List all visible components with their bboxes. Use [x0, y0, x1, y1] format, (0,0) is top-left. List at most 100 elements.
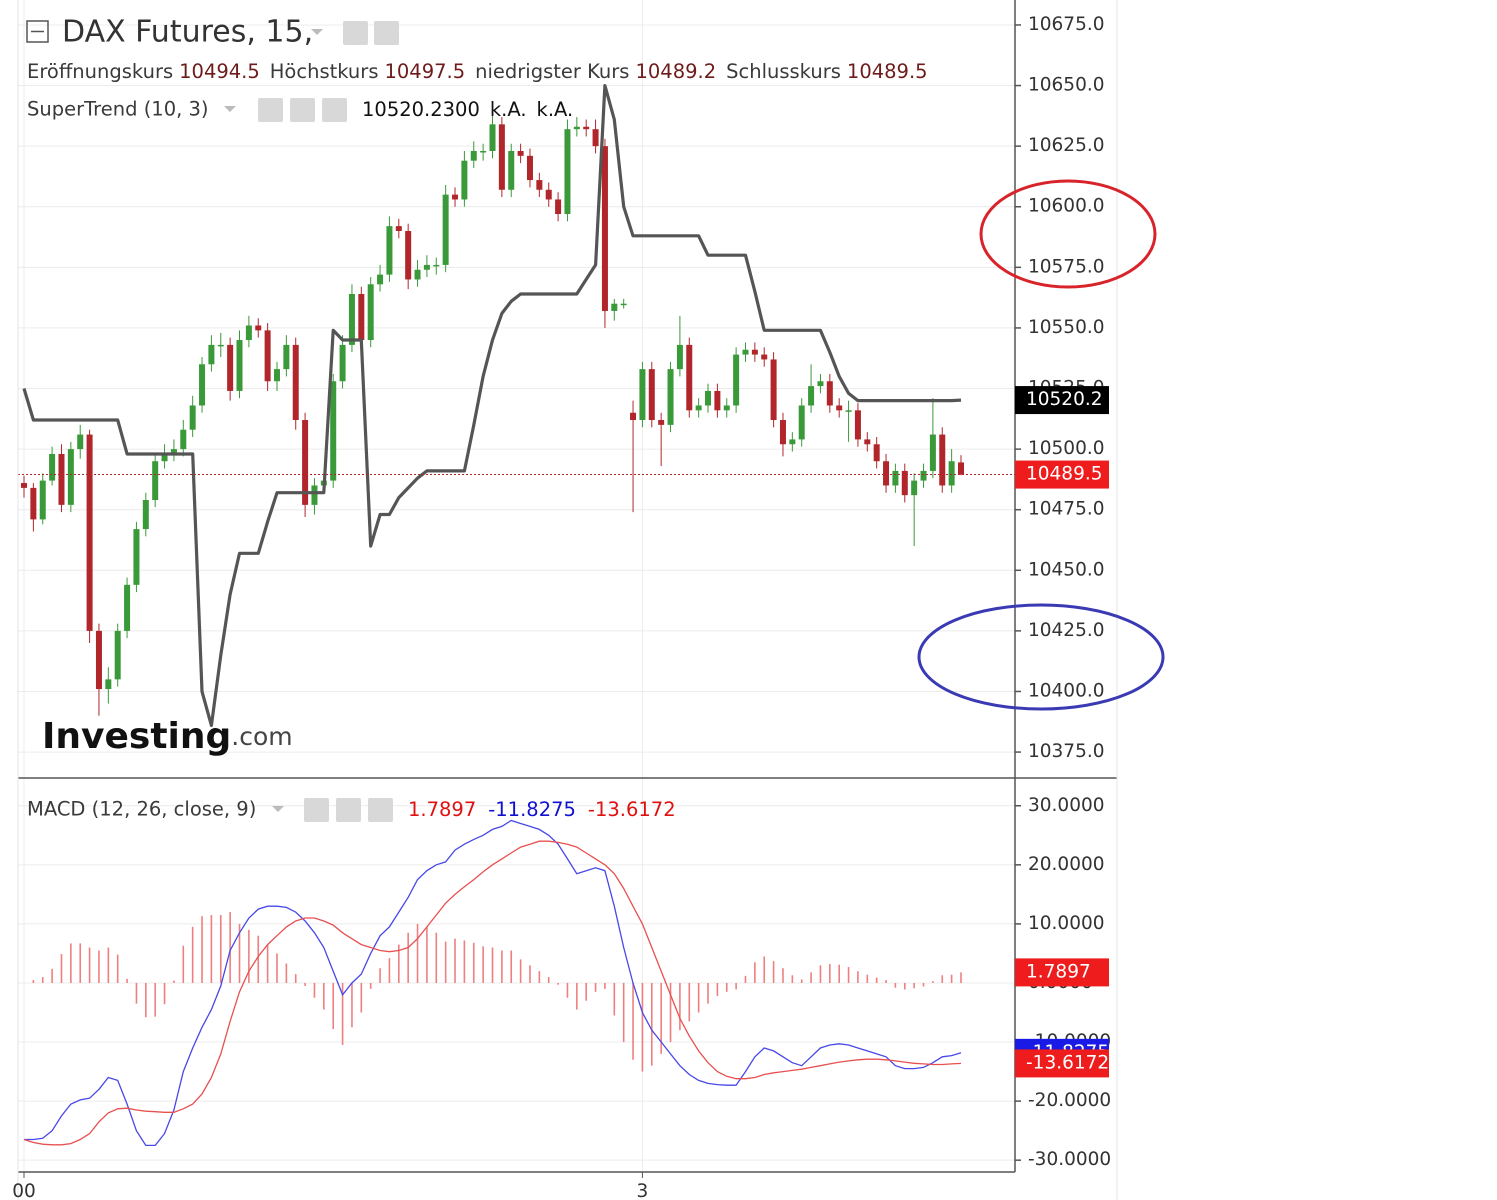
- candle-body: [498, 124, 505, 190]
- macd-value: -11.8275: [488, 798, 576, 821]
- open-label: Eröffnungskurs: [27, 60, 173, 83]
- candle-body: [386, 226, 393, 275]
- dropdown-icon[interactable]: [272, 806, 284, 812]
- visibility-button[interactable]: [304, 798, 329, 822]
- y-tick-label: 20.0000: [1028, 854, 1105, 875]
- candle-body: [189, 405, 196, 430]
- dropdown-icon[interactable]: [224, 106, 236, 112]
- candle-body: [958, 462, 964, 475]
- candle-body: [779, 420, 786, 445]
- y-tick-label: 10475.0: [1028, 499, 1105, 520]
- low-label: niedrigster Kurs: [475, 60, 629, 83]
- candle-body: [564, 129, 571, 215]
- histogram-value: 1.7897: [408, 798, 476, 821]
- watermark-suffix: .com: [231, 722, 292, 751]
- indicator-name: SuperTrend (10, 3): [27, 98, 209, 121]
- candle-body: [49, 453, 56, 481]
- candle-body: [283, 344, 290, 370]
- macd-title: MACD (12, 26, close, 9): [27, 798, 256, 821]
- remove-button[interactable]: [322, 98, 347, 122]
- candle-body: [470, 150, 477, 161]
- y-tick-label: 10625.0: [1028, 135, 1105, 156]
- low-value: 10489.2: [635, 60, 716, 83]
- y-tick-label: -20.0000: [1028, 1090, 1111, 1111]
- candle-body: [508, 150, 515, 190]
- settings-button[interactable]: [336, 798, 361, 822]
- candle-body: [592, 129, 599, 147]
- candle-body: [892, 470, 899, 486]
- candle-body: [658, 420, 665, 425]
- macd-values: 1.7897 -11.8275 -13.6172: [408, 798, 676, 821]
- red-annotation: [979, 179, 1157, 289]
- candle-body: [845, 410, 852, 412]
- close-value: 10489.5: [847, 60, 928, 83]
- candle-body: [442, 194, 449, 265]
- blue-annotation: [917, 603, 1165, 711]
- candle-body: [199, 364, 206, 406]
- candle-body: [330, 381, 337, 481]
- macd-line: [24, 819, 962, 1147]
- candle-body: [808, 386, 815, 406]
- candle-body: [39, 480, 46, 520]
- close-label: Schlusskurs: [726, 60, 841, 83]
- candle-body: [901, 470, 908, 496]
- candle-body: [733, 354, 740, 406]
- candle-body: [480, 150, 487, 153]
- candle-body: [414, 269, 421, 280]
- candle-body: [648, 369, 655, 421]
- supertrend-badge: 10520.2: [1026, 389, 1103, 410]
- watermark: Investing.com: [42, 716, 293, 757]
- candle-body: [77, 434, 84, 450]
- line-badge: -13.6172: [1026, 1052, 1109, 1073]
- marks-layer: [18, 84, 1015, 1147]
- candle-body: [58, 453, 65, 505]
- na-label: k.A.: [537, 98, 574, 121]
- candle-body: [311, 485, 318, 505]
- candle-body: [714, 390, 721, 411]
- candle-body: [227, 344, 234, 391]
- y-tick-label: 10575.0: [1028, 256, 1105, 277]
- candle-body: [133, 529, 140, 585]
- y-tick-label: 10.0000: [1028, 913, 1105, 934]
- candle-body: [423, 264, 430, 270]
- candle-body: [751, 349, 758, 355]
- candle-body: [854, 410, 861, 440]
- candle-body: [21, 483, 27, 488]
- candle-body: [208, 344, 215, 365]
- settings-button[interactable]: [374, 21, 399, 45]
- candle-body: [86, 434, 93, 631]
- visibility-button[interactable]: [258, 98, 283, 122]
- candle-body: [95, 630, 102, 690]
- candle-body: [170, 449, 177, 454]
- candle-body: [573, 126, 580, 130]
- macd-line: [23, 840, 962, 1146]
- candle-body: [517, 150, 524, 156]
- y-tick-label: 30.0000: [1028, 795, 1105, 816]
- candle-body: [105, 679, 112, 690]
- y-tick-label: 10375.0: [1028, 741, 1105, 762]
- settings-button[interactable]: [290, 98, 315, 122]
- candle-body: [686, 344, 693, 411]
- candle-body: [152, 461, 159, 501]
- dropdown-icon[interactable]: [311, 29, 323, 35]
- y-tick-label: 10450.0: [1028, 559, 1105, 580]
- candle-body: [583, 126, 590, 130]
- candle-body: [452, 194, 459, 200]
- indicator-value-text: 10520.2300: [362, 98, 480, 121]
- close-badge: 10489.5: [1026, 464, 1103, 485]
- candle-body: [255, 325, 262, 331]
- candle-body: [911, 480, 918, 496]
- candle-body: [798, 405, 805, 440]
- histogram-badge-bg: [1015, 958, 1109, 987]
- collapse-button[interactable]: [26, 20, 49, 43]
- visibility-button[interactable]: [343, 21, 368, 45]
- x-tick-label: 00: [12, 1181, 36, 1200]
- remove-button[interactable]: [368, 798, 393, 822]
- candle-body: [489, 124, 496, 151]
- y-tick-label: 10600.0: [1028, 196, 1105, 217]
- candle-body: [30, 487, 37, 520]
- y-tick-label: 10650.0: [1028, 75, 1105, 96]
- candle-body: [142, 500, 149, 530]
- close-badge-bg: [1015, 460, 1109, 489]
